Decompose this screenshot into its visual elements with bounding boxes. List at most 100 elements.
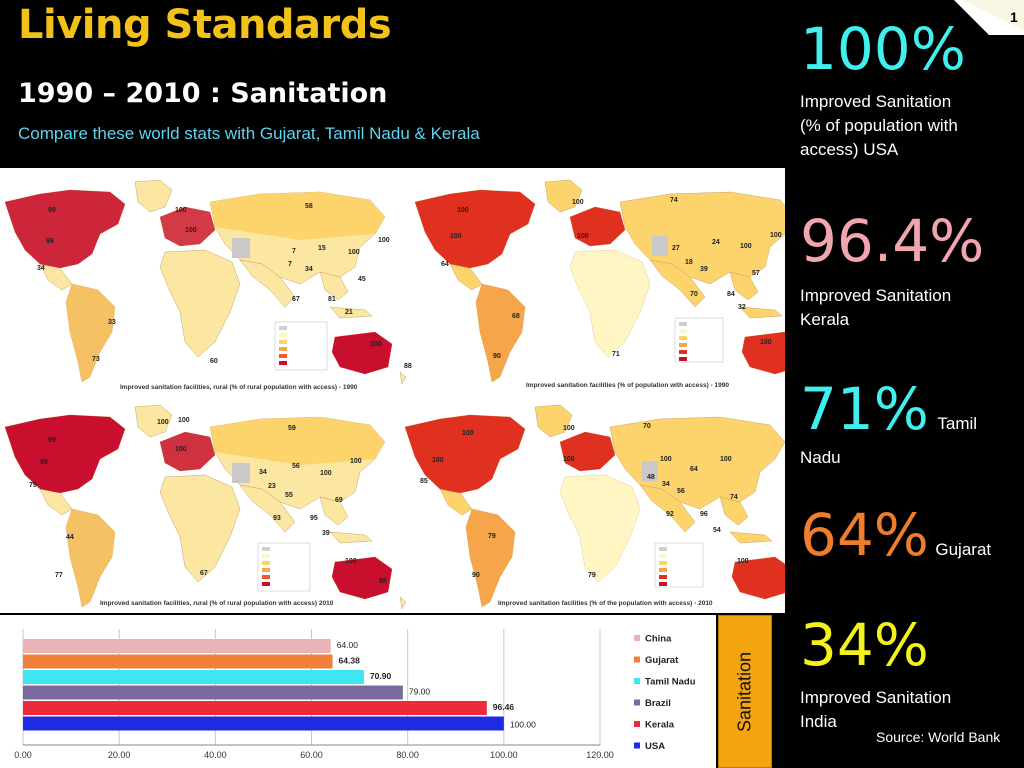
legend-swatch (634, 742, 640, 749)
map-value-label: 7 (288, 261, 292, 268)
map-value-label: 92 (666, 511, 674, 518)
legend-label: China (645, 634, 672, 645)
map-value-label: 70 (643, 423, 651, 430)
map-value-label: 67 (200, 570, 208, 577)
map-value-label: 64 (441, 261, 449, 268)
map-value-label: 100 (370, 341, 382, 348)
map-value-label: 34 (259, 469, 267, 476)
map-value-label: 58 (305, 203, 313, 210)
map-value-label: 88 (404, 363, 412, 370)
map-value-label: 32 (738, 304, 746, 311)
map-value-label: 44 (66, 534, 74, 541)
legend-swatch (634, 699, 640, 706)
legend-label: Gujarat (645, 655, 679, 666)
map-value-label: 90 (493, 353, 501, 360)
map-value-label: 15 (318, 245, 326, 252)
page-title: Living Standards (18, 2, 392, 48)
map-value-label: 39 (700, 266, 708, 273)
slide-number: 1 (1010, 9, 1018, 25)
map-value-label: 7 (292, 248, 296, 255)
map-value-label: 34 (662, 481, 670, 488)
map-value-label: 23 (268, 483, 276, 490)
map-value-label: 69 (335, 497, 343, 504)
map-value-label: 24 (712, 239, 720, 246)
map-value-label: 77 (55, 572, 63, 579)
bar-usa (23, 716, 504, 731)
map-value-label: 64 (690, 466, 698, 473)
legend-label: Brazil (645, 698, 671, 709)
map-value-label: 34 (37, 265, 45, 272)
map-value-label: 100 (760, 339, 772, 346)
map-value-label: 100 (577, 233, 589, 240)
world-maps: 99 99 34 33 73 60 100 100 58 15 100 100 7 7 34 45 67 81 21… (0, 168, 817, 613)
map-value-label: 93 (273, 515, 281, 522)
stat-tamil-nadu: 71% Tamil Nadu (800, 380, 977, 470)
map-2010-rural (4, 404, 407, 610)
bar-brazil (23, 685, 403, 700)
compare-note: Compare these world stats with Gujarat, … (18, 124, 480, 143)
x-tick-label: 120.00 (586, 750, 614, 760)
map-value-label: 99 (46, 238, 54, 245)
stat-usa-line-2: (% of population with (800, 116, 958, 135)
map-value-label: 71 (612, 351, 620, 358)
map-value-label: 100 (450, 233, 462, 240)
stat-india: 34% Improved Sanitation India (800, 616, 951, 734)
map-value-label: 85 (420, 478, 428, 485)
stat-kerala-line-2: Kerala (800, 310, 850, 329)
map-value-label: 56 (292, 463, 300, 470)
bar-gujarat (23, 654, 333, 669)
map-value-label: 99 (48, 207, 56, 214)
map-caption-2010-total: Improved sanitation facilities (% of the… (498, 600, 713, 607)
map-value-label: 100 (175, 446, 187, 453)
sanitation-tab: Sanitation (718, 615, 772, 768)
sanitation-tab-label: Sanitation (734, 651, 755, 732)
x-tick-label: 100.00 (490, 750, 518, 760)
stat-tamil-nadu-value: 71% (800, 375, 929, 443)
map-2010-total (404, 404, 807, 610)
stat-kerala: 96.4% Improved Sanitation Kerala (800, 212, 984, 332)
map-value-label: 45 (358, 276, 366, 283)
legend-label: Kerala (645, 720, 675, 731)
stat-usa-value: 100% (800, 15, 966, 83)
map-value-label: 100 (378, 237, 390, 244)
map-value-label: 100 (563, 456, 575, 463)
source-note: Source: World Bank (876, 729, 1001, 745)
map-value-label: 57 (752, 270, 760, 277)
x-tick-label: 40.00 (204, 750, 227, 760)
map-value-label: 18 (685, 259, 693, 266)
map-value-label: 99 (48, 437, 56, 444)
map-1990-rural (4, 179, 407, 385)
map-value-label: 56 (677, 488, 685, 495)
legend-swatch (634, 721, 640, 727)
map-value-label: 54 (713, 527, 721, 534)
stat-kerala-value: 96.4% (800, 207, 985, 275)
map-value-label: 55 (285, 492, 293, 499)
map-value-label: 27 (672, 245, 680, 252)
stat-usa: 100% Improved Sanitation (% of populatio… (800, 20, 966, 162)
map-value-label: 100 (740, 243, 752, 250)
map-value-label: 100 (348, 249, 360, 256)
map-value-label: 100 (462, 430, 474, 437)
map-value-label: 48 (647, 474, 655, 481)
map-value-label: 100 (350, 458, 362, 465)
legend-label: USA (645, 741, 665, 752)
map-value-labels: 99 99 34 33 73 60 100 100 58 15 100 100 77 34 45 67 81 21… (29, 197, 782, 585)
stat-gujarat: 64% Gujarat (800, 506, 991, 564)
bar-kerala (23, 701, 487, 715)
stat-india-line-2: India (800, 712, 837, 731)
map-value-label: 88 (379, 578, 387, 585)
legend-swatch (634, 678, 640, 684)
map-value-label: 100 (157, 419, 169, 426)
map-value-label: 79 (29, 482, 37, 489)
map-value-label: 95 (310, 515, 318, 522)
x-tick-label: 60.00 (300, 750, 323, 760)
stat-gujarat-inline: Gujarat (935, 540, 992, 559)
stat-india-value: 34% (800, 611, 929, 679)
x-tick-label: 20.00 (108, 750, 131, 760)
map-value-label: 79 (488, 533, 496, 540)
map-value-label: 96 (700, 511, 708, 518)
map-value-label: 100 (185, 227, 197, 234)
map-value-label: 39 (322, 530, 330, 537)
bar-value-label: 64.00 (337, 640, 359, 650)
map-value-label: 100 (178, 417, 190, 424)
